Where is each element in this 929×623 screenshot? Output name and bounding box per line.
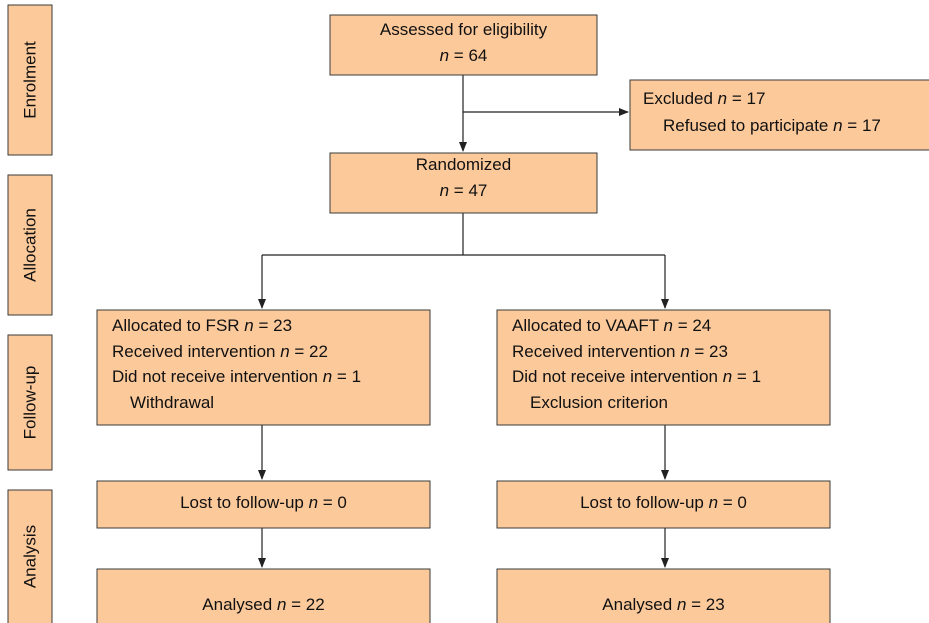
- text-segment: = 0: [318, 493, 347, 512]
- flow-box: Lost to follow-up n = 0: [96, 480, 431, 529]
- text-segment: n: [323, 367, 332, 386]
- flow-box: Randomized n = 47: [329, 152, 598, 214]
- box: [496, 309, 831, 426]
- box-line: n = 64: [440, 46, 488, 65]
- text-segment: = 23: [254, 316, 292, 335]
- flow-box: Analysed n = 22: [96, 568, 431, 623]
- box-line: Analysed n = 22: [202, 595, 324, 614]
- text-segment: n: [833, 116, 842, 135]
- text-segment: Analysed: [602, 595, 677, 614]
- text-segment: Allocated to VAAFT: [512, 316, 664, 335]
- text-segment: = 47: [449, 181, 487, 200]
- box: [496, 568, 831, 623]
- text-segment: Did not receive intervention: [512, 367, 723, 386]
- box: [629, 79, 929, 151]
- box-line: Assessed for eligibility: [380, 20, 548, 39]
- text-segment: = 17: [727, 89, 765, 108]
- text-segment: = 1: [732, 367, 761, 386]
- box-line: Received intervention n = 22: [112, 342, 328, 361]
- text-segment: = 23: [690, 342, 728, 361]
- box: [96, 309, 431, 426]
- text-segment: n: [309, 493, 318, 512]
- box-line: Lost to follow-up n = 0: [180, 493, 347, 512]
- stage-box: [7, 4, 53, 156]
- box-line: n = 47: [440, 181, 488, 200]
- text-segment: n: [440, 181, 449, 200]
- text-segment: = 22: [286, 595, 324, 614]
- flow-box: Allocated to FSR n = 23 Received interven…: [96, 309, 431, 426]
- text-segment: Did not receive intervention: [112, 367, 323, 386]
- text-segment: Received intervention: [112, 342, 280, 361]
- box-line: Excluded n = 17: [643, 89, 765, 108]
- box-line: Withdrawal: [130, 393, 214, 412]
- box-line: Allocated to FSR n = 23: [112, 316, 292, 335]
- stage-box: [7, 174, 53, 316]
- text-segment: = 17: [843, 116, 881, 135]
- text-segment: = 1: [332, 367, 361, 386]
- stage-label: Follow-up: [20, 366, 39, 440]
- text-segment: Received intervention: [512, 342, 680, 361]
- text-segment: n: [664, 316, 673, 335]
- box-line: Lost to follow-up n = 0: [580, 493, 747, 512]
- box: [496, 480, 831, 529]
- flow-box: Lost to follow-up n = 0: [496, 480, 831, 529]
- box-line: Did not receive intervention n = 1: [512, 367, 761, 386]
- text-segment: n: [718, 89, 727, 108]
- text-segment: n: [680, 342, 689, 361]
- text-segment: = 22: [290, 342, 328, 361]
- text-segment: Excluded: [643, 89, 718, 108]
- text-segment: Refused to participate: [663, 116, 833, 135]
- box: [96, 480, 431, 529]
- flow-box: Assessed for eligibility n = 64: [329, 14, 598, 76]
- text-segment: n: [677, 595, 686, 614]
- stage-label: Allocation: [20, 208, 39, 282]
- text-segment: n: [723, 367, 732, 386]
- box-line: Randomized: [416, 155, 511, 174]
- box-line: Analysed n = 23: [602, 595, 724, 614]
- text-segment: Lost to follow-up: [180, 493, 309, 512]
- box-line: Exclusion criterion: [530, 393, 668, 412]
- stage-box: [7, 334, 53, 471]
- text-segment: Withdrawal: [130, 393, 214, 412]
- stage-box: [7, 489, 53, 623]
- stage-label: Analysis: [20, 525, 39, 588]
- text-segment: n: [277, 595, 286, 614]
- text-segment: n: [244, 316, 253, 335]
- stage-label: Enrolment: [20, 41, 39, 119]
- box: [329, 152, 598, 214]
- box-line: Refused to participate n = 17: [663, 116, 881, 135]
- text-segment: Analysed: [202, 595, 277, 614]
- text-segment: = 0: [718, 493, 747, 512]
- text-segment: = 23: [686, 595, 724, 614]
- flow-box: Analysed n = 23: [496, 568, 831, 623]
- box: [96, 568, 431, 623]
- box: [329, 14, 598, 76]
- text-segment: n: [280, 342, 289, 361]
- connectors: [258, 75, 669, 568]
- text-segment: Assessed for eligibility: [380, 20, 548, 39]
- text-segment: = 64: [449, 46, 487, 65]
- text-segment: n: [709, 493, 718, 512]
- text-segment: Randomized: [416, 155, 511, 174]
- text-segment: n: [440, 46, 449, 65]
- text-segment: Allocated to FSR: [112, 316, 244, 335]
- text-segment: Exclusion criterion: [530, 393, 668, 412]
- box-line: Received intervention n = 23: [512, 342, 728, 361]
- text-segment: = 24: [673, 316, 711, 335]
- text-segment: Lost to follow-up: [580, 493, 709, 512]
- box-line: Did not receive intervention n = 1: [112, 367, 361, 386]
- box-line: Allocated to VAAFT n = 24: [512, 316, 711, 335]
- flow-box: Allocated to VAAFT n = 24 Received interv…: [496, 309, 831, 426]
